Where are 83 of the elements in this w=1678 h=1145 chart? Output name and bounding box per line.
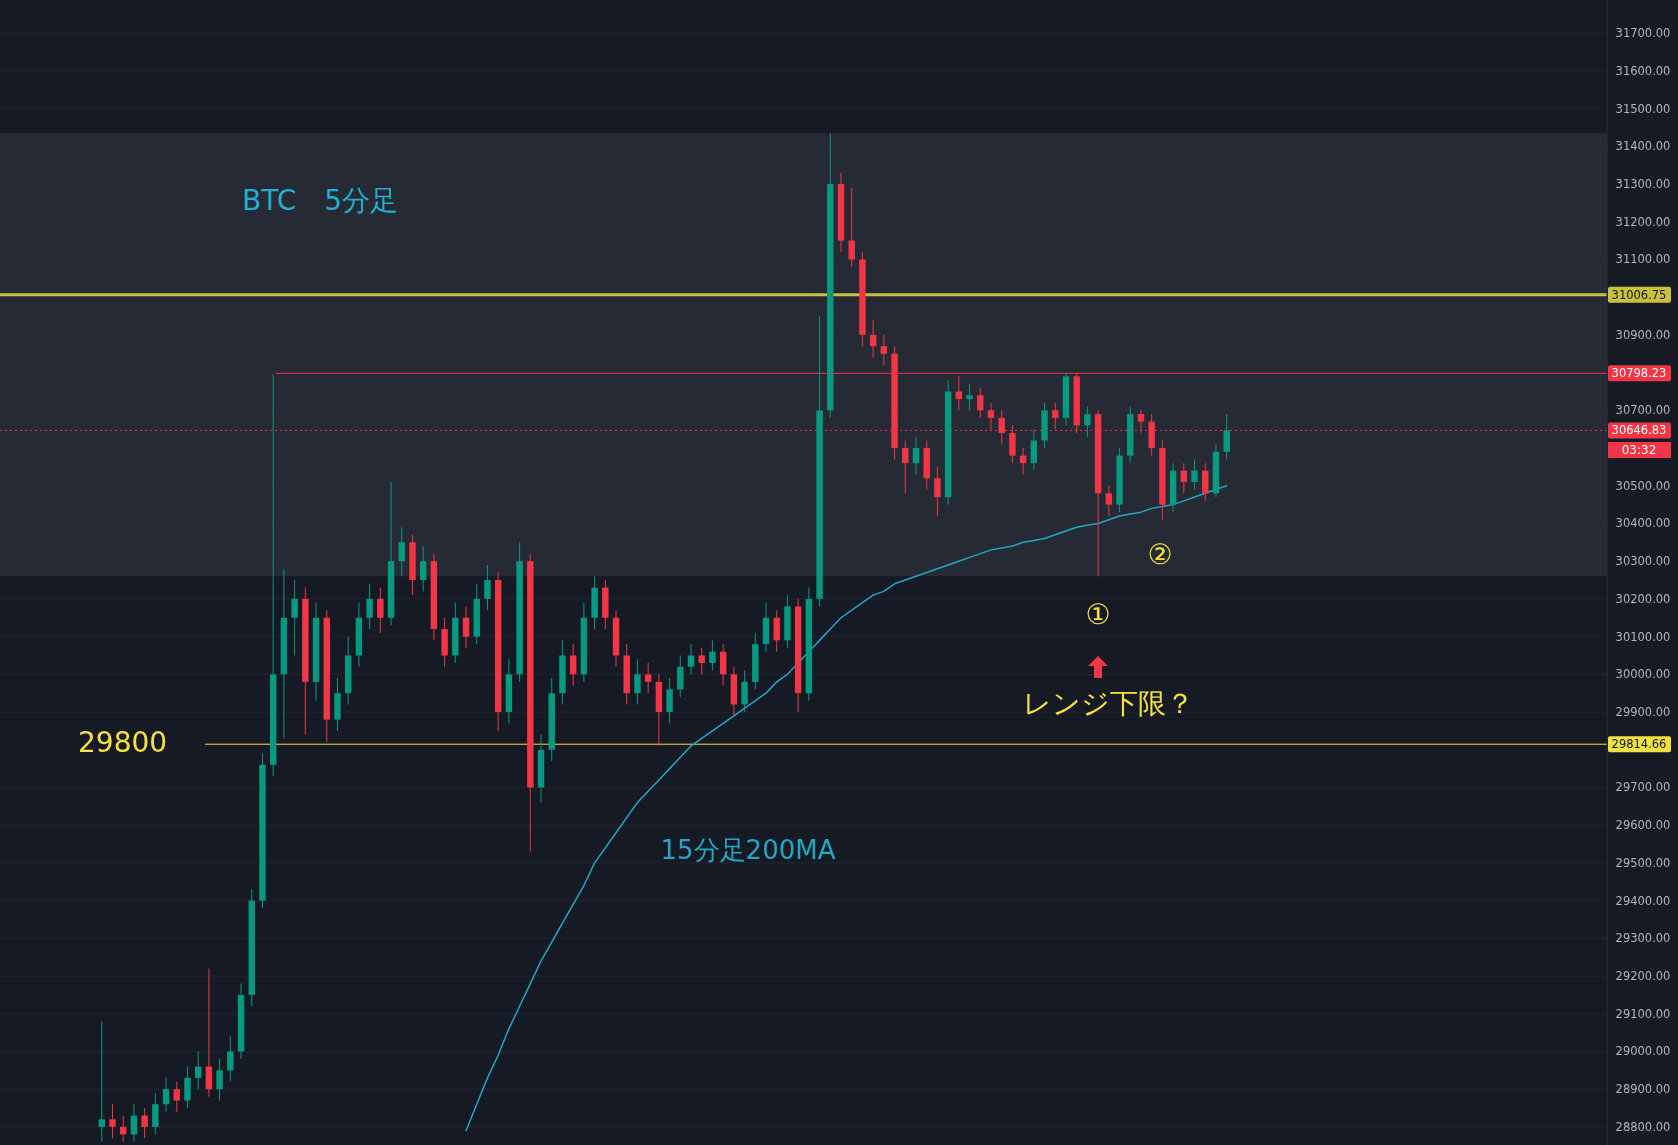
y-tick-label: 30300.00 (1615, 554, 1671, 569)
annotation: ① (1085, 597, 1111, 631)
candlestick (1084, 406, 1091, 438)
annotation: レンジ下限？ (1022, 686, 1194, 720)
series-label: 15分足200MA (660, 835, 836, 865)
candlestick (1202, 462, 1209, 502)
y-tick-label: 29600.00 (1615, 818, 1671, 833)
candlestick (644, 662, 652, 694)
candlestick (687, 643, 695, 675)
candlestick (966, 383, 973, 411)
ref-line-label: 30646.83 (1611, 423, 1667, 438)
candlestick (634, 658, 641, 705)
y-tick-label: 28800.00 (1615, 1119, 1671, 1134)
candlestick (666, 677, 673, 724)
y-tick-label: 29900.00 (1615, 705, 1671, 720)
y-tick-label: 30400.00 (1615, 516, 1671, 531)
candlestick (741, 670, 748, 713)
candlestick (977, 387, 984, 419)
y-tick-label: 29400.00 (1615, 893, 1671, 908)
candlestick (1105, 485, 1113, 517)
candlestick (880, 334, 888, 366)
y-tick-label: 31700.00 (1615, 26, 1671, 41)
candlestick (677, 654, 684, 698)
candlestick (398, 526, 405, 577)
candlestick (848, 187, 855, 268)
candlestick (162, 1077, 170, 1113)
candlestick (366, 583, 373, 630)
candlestick (227, 1035, 234, 1083)
y-tick-label: 30100.00 (1615, 629, 1671, 644)
candlestick (773, 609, 780, 653)
y-tick-label: 29700.00 (1615, 780, 1671, 795)
ref-line-label: 30798.23 (1611, 366, 1667, 381)
y-tick-label: 31500.00 (1615, 101, 1671, 116)
y-tick-label: 29500.00 (1615, 855, 1671, 870)
candlestick (1137, 409, 1145, 434)
ref-line-label: 29814.66 (1611, 737, 1667, 752)
candlestick (1180, 462, 1188, 494)
candlestick (194, 1050, 202, 1090)
candlestick (205, 968, 213, 1098)
text: 03:32 (1621, 443, 1657, 458)
candlestick (462, 605, 470, 649)
candlestick (98, 1020, 105, 1143)
candlestick (869, 319, 877, 359)
candlestick (912, 436, 920, 475)
y-tick-label: 31400.00 (1615, 139, 1671, 154)
y-tick-label: 31300.00 (1615, 177, 1671, 192)
candlestick (377, 587, 384, 634)
y-tick-label: 31600.00 (1615, 63, 1671, 78)
y-tick-label: 30200.00 (1615, 591, 1671, 606)
candlestick (419, 545, 427, 592)
candlestick (569, 643, 577, 687)
y-tick-label: 30000.00 (1615, 667, 1671, 682)
candlestick (141, 1107, 148, 1139)
candlestick (184, 1066, 191, 1109)
ref-line-label: 31006.75 (1611, 287, 1667, 302)
text: BTC 5分足 (242, 184, 399, 217)
candlestick (955, 375, 963, 411)
candlestick (216, 1058, 223, 1101)
candlestick (109, 1103, 116, 1139)
y-tick-label: 29300.00 (1615, 931, 1671, 946)
candlestick (902, 440, 909, 494)
y-tick-label: 28900.00 (1615, 1082, 1671, 1097)
y-tick-label: 29100.00 (1615, 1006, 1671, 1021)
y-tick-label: 31100.00 (1615, 252, 1671, 267)
candlestick (1030, 428, 1038, 472)
annotation: ② (1147, 537, 1173, 571)
candlestick (152, 1092, 159, 1135)
candlestick (1191, 458, 1198, 491)
y-tick-label: 30700.00 (1615, 403, 1671, 418)
candlestick (291, 579, 298, 656)
annotation: 29800 (78, 725, 168, 759)
candlestick (934, 466, 941, 517)
y-tick-label: 30900.00 (1615, 327, 1671, 342)
y-tick-label: 30500.00 (1615, 478, 1671, 493)
candlestick (698, 647, 705, 675)
y-tick-label: 29200.00 (1615, 969, 1671, 984)
y-tick-label: 31200.00 (1615, 214, 1671, 229)
candlestick (709, 639, 716, 672)
candlestick (1223, 413, 1230, 460)
candlestick (719, 643, 727, 687)
candlestick (173, 1081, 180, 1113)
candlestick (484, 564, 491, 611)
y-tick-label: 29000.00 (1615, 1044, 1671, 1059)
